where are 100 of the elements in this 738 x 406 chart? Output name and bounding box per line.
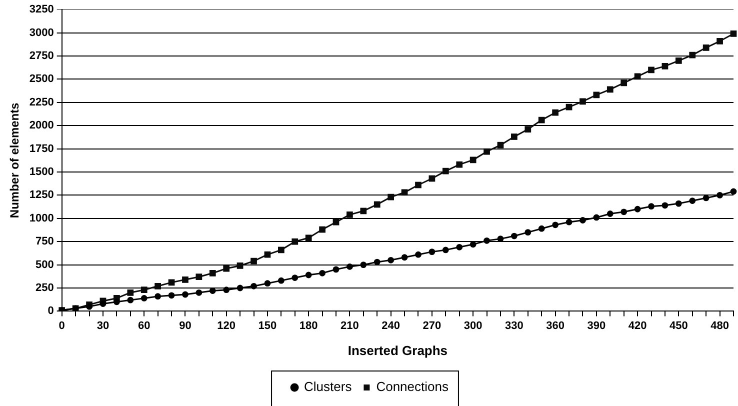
point [209,270,216,276]
point [319,270,326,276]
y-tick-label: 0 [48,305,54,318]
point [415,182,422,188]
point [154,282,161,290]
point [127,296,134,304]
point [360,208,367,214]
point [730,30,737,37]
x-tick-label: 420 [628,320,647,332]
point [730,188,737,195]
y-tick-label: 2000 [29,120,54,132]
point [346,263,353,270]
point [305,272,312,278]
y-tick-label: 1750 [29,142,54,155]
y-tick-label: 250 [36,282,54,294]
point [566,218,572,226]
point [580,217,586,224]
x-tick-label: 240 [382,320,400,332]
y-tick-label: 3250 [29,4,54,16]
x-tick-label: 30 [96,320,110,332]
point [250,282,257,290]
point [127,289,134,296]
point [524,229,532,236]
point [319,226,326,233]
y-tick-label: 1500 [29,166,54,178]
y-tick-label: 1250 [29,189,54,202]
point [292,274,298,281]
point [620,80,628,86]
point [484,237,490,244]
x-tick-label: 0 [58,320,65,332]
x-tick-label: 360 [546,320,564,332]
point [196,274,202,280]
point [360,262,367,268]
point [524,126,532,132]
x-tick-label: 450 [669,320,688,332]
x-tick-label: 300 [464,320,482,332]
point [278,246,284,254]
point [552,109,558,116]
point [100,300,106,307]
x-tick-label: 90 [179,320,192,332]
x-tick-label: 120 [217,320,236,332]
point [442,246,449,254]
x-tick-label: 60 [138,320,150,332]
x-tick-label: 270 [422,320,442,332]
y-tick-label: 2750 [29,50,54,62]
x-tick-label: 390 [587,320,606,332]
point [497,142,504,148]
point [702,194,710,202]
point [606,210,614,217]
point [305,234,312,242]
legend-label: Clusters [304,379,352,394]
point [236,284,244,292]
point [511,134,518,140]
point [388,194,394,200]
point [196,289,202,296]
point [634,73,641,80]
x-tick-label: 330 [505,320,524,332]
point [552,222,559,228]
point [346,212,353,218]
point [168,292,175,299]
point [662,63,668,70]
point [716,38,723,44]
point [538,116,545,124]
point [538,225,545,232]
point [182,291,188,298]
point [470,241,476,248]
point [140,286,148,294]
point [292,238,298,245]
x-tick-label: 150 [258,320,277,332]
point [442,168,449,174]
point [456,244,463,250]
point [510,232,518,240]
point [484,148,490,155]
point [456,161,463,168]
point [689,198,696,204]
point [675,57,682,64]
point [209,288,216,294]
point [154,293,162,300]
point [182,276,188,283]
y-tick-label: 1000 [29,212,54,224]
point [388,256,394,264]
point [374,258,380,266]
point [702,44,710,51]
point [675,200,682,207]
point [580,98,586,105]
x-tick-label: 210 [340,320,359,332]
x-axis-title: Inserted Graphs [348,342,448,358]
legend-label: Connections [376,379,449,394]
point [264,280,271,287]
point [470,156,476,164]
point [428,248,436,256]
point [716,192,723,198]
point [278,277,284,284]
y-axis-title: Number of elements [8,102,22,218]
point [606,86,614,93]
point [250,258,257,264]
point [593,214,600,221]
y-tick-label: 2500 [29,73,54,86]
point [374,201,380,208]
point [332,266,340,273]
